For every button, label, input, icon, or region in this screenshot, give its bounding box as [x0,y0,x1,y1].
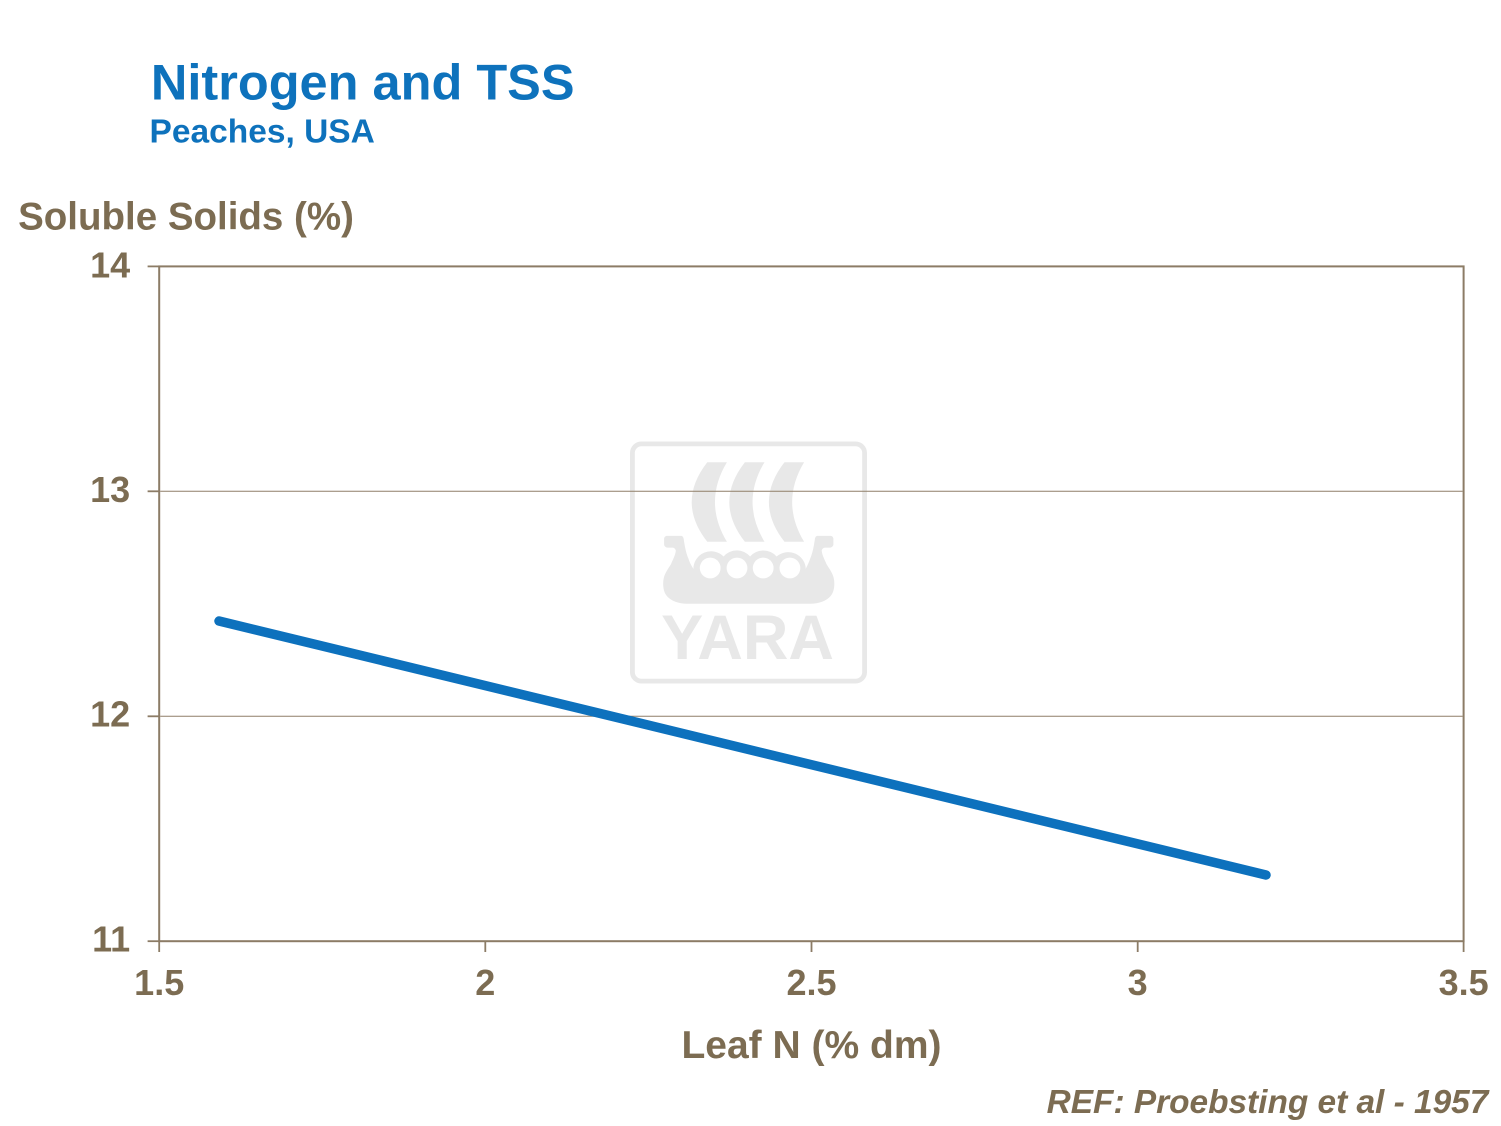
svg-text:REF: Proebsting et al - 1957: REF: Proebsting et al - 1957 [1047,1084,1490,1121]
svg-text:Soluble Solids (%): Soluble Solids (%) [18,196,354,239]
svg-text:1.5: 1.5 [134,962,184,1003]
svg-text:11: 11 [92,918,130,959]
svg-text:Peaches, USA: Peaches, USA [150,113,375,150]
svg-text:3: 3 [1128,962,1148,1003]
svg-text:YARA: YARA [661,603,834,673]
svg-text:3.5: 3.5 [1439,962,1489,1003]
svg-text:2: 2 [475,962,495,1003]
svg-text:14: 14 [90,245,130,286]
svg-text:12: 12 [90,694,130,735]
svg-text:Leaf N (% dm): Leaf N (% dm) [681,1024,941,1067]
svg-text:13: 13 [90,469,130,510]
svg-text:Nitrogen and TSS: Nitrogen and TSS [151,54,575,111]
svg-text:2.5: 2.5 [786,962,836,1003]
